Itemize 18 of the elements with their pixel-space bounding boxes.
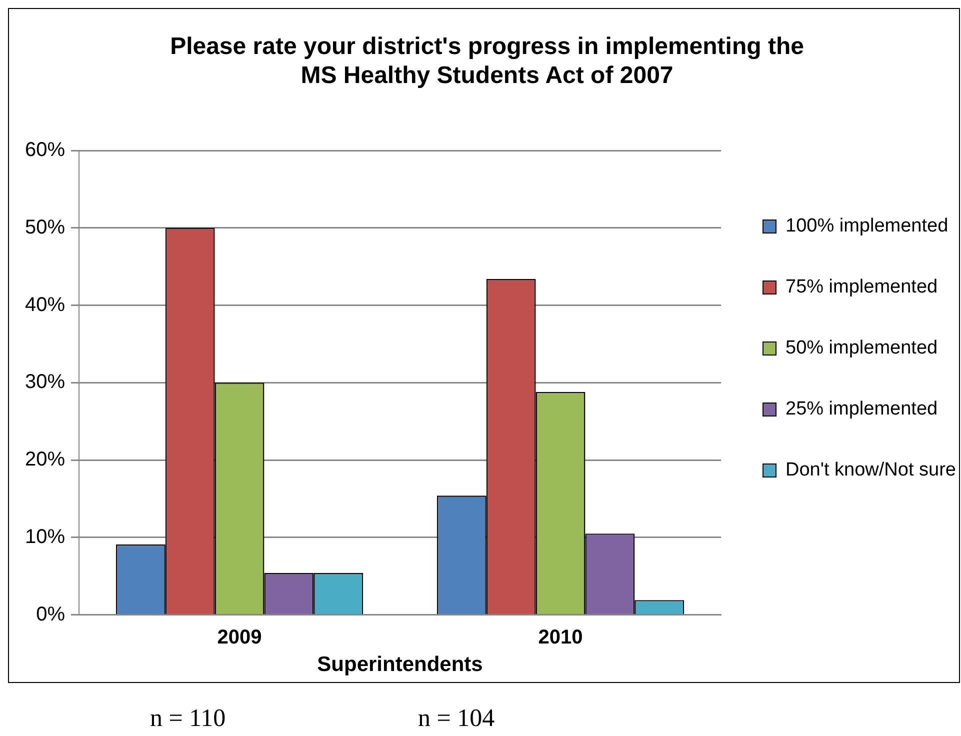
legend-label: 100% implemented (786, 216, 948, 237)
y-tick-label: 0% (36, 603, 66, 626)
y-tick-label: 10% (25, 526, 66, 548)
y-tick-label: 40% (25, 294, 66, 316)
x-tick-label: 2009 (217, 626, 262, 648)
y-tick-label: 30% (25, 371, 66, 394)
y-tick-label: 60% (25, 139, 66, 162)
x-tick-label: 2010 (538, 626, 583, 648)
legend-label: 75% implemented (786, 276, 938, 298)
text: n = 110 (150, 705, 226, 733)
chart-title: Please rate your district's progress in implementing the MS Healthy Students Act of 2007 (170, 33, 804, 89)
legend-label: Don't know/Not sure (786, 460, 956, 481)
legend-label: 25% implemented (786, 398, 938, 420)
legend-label: 50% implemented (786, 338, 938, 359)
text: n = 104 (418, 705, 495, 733)
y-tick-label: 50% (25, 216, 66, 238)
x-axis-title: Superintendents (317, 653, 483, 676)
y-tick-label: 20% (25, 448, 66, 471)
